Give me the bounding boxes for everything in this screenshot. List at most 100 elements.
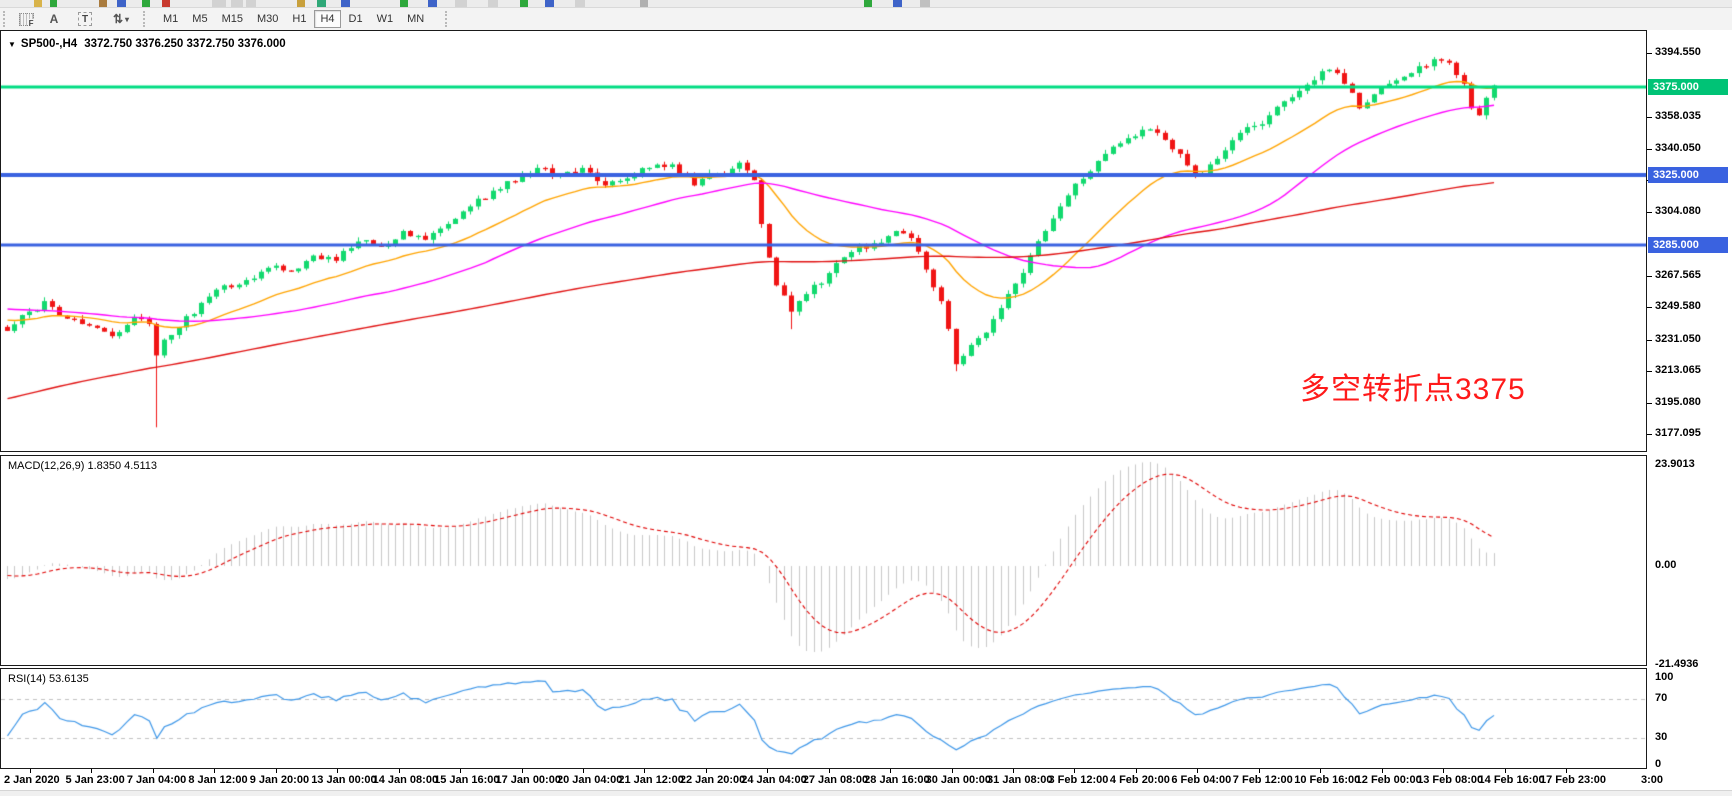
chevron-down-icon: ▾ bbox=[125, 14, 130, 24]
indicators-button[interactable]: ⇅ ▾ bbox=[104, 10, 138, 28]
time-axis-label: 10 Feb 16:00 bbox=[1294, 774, 1361, 786]
toolbar-icon-fragment bbox=[231, 0, 243, 7]
macd-canvas[interactable] bbox=[1, 456, 1646, 665]
chart-title: ▼ SP500-,H4 3372.750 3376.250 3372.750 3… bbox=[8, 38, 286, 50]
price-tick-label: 3340.050 bbox=[1655, 141, 1701, 154]
bottom-strip bbox=[0, 790, 1732, 796]
time-axis-label: 20 Jan 04:00 bbox=[556, 774, 623, 786]
time-tick bbox=[1504, 769, 1506, 773]
cursor-a-icon: A bbox=[49, 12, 59, 26]
price-tick bbox=[1647, 339, 1652, 341]
time-axis-label: 15 Jan 16:00 bbox=[434, 774, 500, 786]
time-axis-label: 2 Jan 2020 bbox=[4, 774, 60, 786]
toolbar-icon-fragment bbox=[34, 0, 42, 7]
time-axis-label: 14 Jan 08:00 bbox=[372, 774, 439, 786]
price-tick bbox=[1647, 371, 1652, 373]
tf-button-m1[interactable]: M1 bbox=[163, 13, 179, 25]
time-tick bbox=[398, 769, 400, 773]
time-axis-label: 12 Feb 00:00 bbox=[1355, 774, 1422, 786]
toolbar-icon-fragment bbox=[488, 0, 498, 7]
time-axis-label: 5 Jan 23:00 bbox=[65, 774, 125, 786]
time-axis[interactable]: 2 Jan 2020 5 Jan 23:00 7 Jan 04:00 8 Jan 12… bbox=[0, 769, 1732, 790]
price-tick-label: 3249.580 bbox=[1655, 300, 1701, 313]
time-tick bbox=[1013, 769, 1015, 773]
rsi-label: RSI(14) 53.6135 bbox=[8, 673, 89, 685]
time-axis-label: 9 Jan 20:00 bbox=[249, 774, 310, 786]
rsi-axis-label: 0 bbox=[1655, 758, 1662, 770]
time-tick bbox=[951, 769, 953, 773]
price-tick bbox=[1647, 434, 1652, 436]
price-tick bbox=[1647, 307, 1652, 309]
cursor-tool-button[interactable]: A bbox=[42, 10, 66, 28]
macd-axis-label: 0.00 bbox=[1655, 559, 1677, 572]
time-axis-label: 17 Feb 23:00 bbox=[1540, 774, 1607, 786]
chart-dropdown-icon[interactable]: ▼ bbox=[8, 39, 16, 49]
tf-button-m15[interactable]: M15 bbox=[221, 13, 243, 25]
time-tick bbox=[828, 769, 830, 773]
indicators-icon: ⇅ bbox=[112, 12, 124, 26]
time-axis-label: 24 Jan 04:00 bbox=[741, 774, 807, 786]
toolbar-icon-fragment bbox=[341, 0, 350, 7]
tf-button-mn[interactable]: MN bbox=[407, 13, 425, 25]
annotation-text[interactable]: 多空转折点3375 bbox=[1300, 373, 1526, 406]
text-tool-button[interactable]: T bbox=[70, 10, 100, 28]
time-tick bbox=[1443, 769, 1445, 773]
toolbar-icon-fragment bbox=[317, 0, 326, 7]
toolbar-icon-fragment bbox=[640, 0, 648, 7]
price-tick bbox=[1647, 52, 1652, 54]
rsi-canvas[interactable] bbox=[1, 669, 1646, 768]
text-box-icon: T bbox=[77, 12, 93, 26]
price-tick bbox=[1647, 211, 1652, 213]
toolbar-icon-fragment bbox=[428, 0, 437, 7]
tf-button-d1[interactable]: D1 bbox=[348, 13, 363, 25]
chart-grid-button[interactable]: F bbox=[14, 10, 38, 28]
time-tick bbox=[337, 769, 339, 773]
tf-button-h4[interactable]: H4 bbox=[314, 10, 341, 28]
time-axis-label: 3 Feb 12:00 bbox=[1048, 774, 1109, 786]
time-tick bbox=[1074, 769, 1076, 773]
toolbar-icon-fragment bbox=[893, 0, 902, 7]
tf-button-h1[interactable]: H1 bbox=[292, 13, 307, 25]
price-tick-label: 3213.065 bbox=[1655, 364, 1701, 377]
rsi-axis-label: 70 bbox=[1655, 691, 1668, 704]
toolbar-grip[interactable] bbox=[3, 11, 9, 27]
time-tick bbox=[582, 769, 584, 773]
price-axis[interactable]: 3394.5503358.0353340.0503322.0653304.080… bbox=[1647, 30, 1732, 790]
toolbar-icon-fragment bbox=[99, 0, 107, 7]
price-tick bbox=[1647, 117, 1652, 118]
tf-button-w1[interactable]: W1 bbox=[376, 13, 394, 25]
chart-title-symbol: SP500-,H4 bbox=[20, 38, 78, 50]
price-tick-label: 3394.550 bbox=[1655, 45, 1701, 58]
time-axis-label: 8 Jan 12:00 bbox=[188, 774, 248, 786]
toolbar-grip[interactable] bbox=[143, 11, 149, 27]
toolbar-icon-fragment bbox=[50, 0, 57, 7]
chart-title-quotes: 3372.750 3376.250 3372.750 3376.000 bbox=[84, 38, 286, 50]
toolbar-icon-fragment bbox=[520, 0, 528, 7]
price-tick-label: 3267.565 bbox=[1655, 268, 1701, 281]
time-axis-label: 3:00 bbox=[1641, 774, 1664, 786]
tf-button-m5[interactable]: M5 bbox=[192, 13, 208, 25]
time-tick bbox=[1320, 769, 1322, 773]
time-tick bbox=[705, 769, 707, 773]
price-tick bbox=[1647, 402, 1652, 404]
time-axis-label: 31 Jan 08:00 bbox=[987, 774, 1053, 786]
rsi-panel: RSI(14) 53.6135 bbox=[0, 668, 1647, 769]
macd-label: MACD(12,26,9) 1.8350 4.5113 bbox=[8, 460, 157, 472]
time-tick bbox=[152, 769, 154, 773]
time-tick bbox=[521, 769, 523, 773]
main-chart-panel: ▼ SP500-,H4 3372.750 3376.250 3372.750 3… bbox=[0, 30, 1647, 452]
time-axis-label: 28 Jan 16:00 bbox=[864, 774, 930, 786]
time-tick bbox=[890, 769, 892, 773]
price-tick bbox=[1647, 148, 1652, 150]
main-chart-canvas[interactable] bbox=[1, 31, 1646, 451]
time-tick bbox=[30, 769, 31, 773]
tf-button-m30[interactable]: M30 bbox=[256, 13, 279, 25]
time-axis-label: 13 Jan 00:00 bbox=[311, 774, 377, 786]
chart-grid-icon: F bbox=[18, 12, 34, 28]
toolbar-grip[interactable] bbox=[445, 11, 451, 27]
toolbar: F A T ⇅ ▾ M1 M5 M15 M30 H1 H4 D1 W1 MN bbox=[0, 8, 1732, 30]
toolbar-overflow-strip bbox=[0, 0, 1732, 8]
macd-axis-label: 23.9013 bbox=[1655, 458, 1695, 470]
time-tick bbox=[767, 769, 769, 773]
